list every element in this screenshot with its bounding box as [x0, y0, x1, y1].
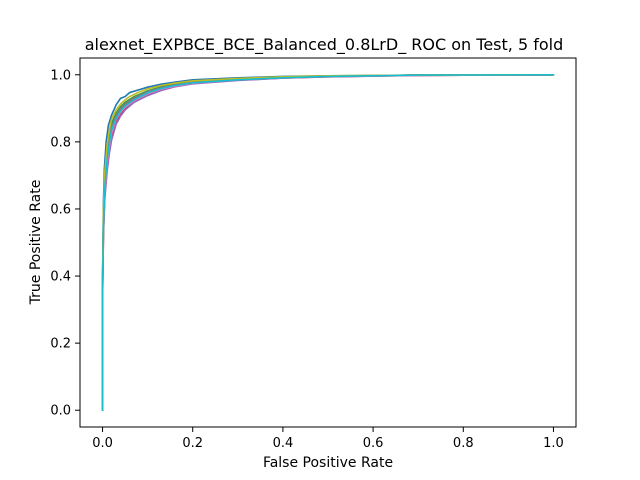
roc-curves	[101, 73, 555, 412]
y-tick-label: 0.8	[50, 135, 71, 150]
x-tick-label: 0.0	[92, 436, 113, 451]
x-tick-label: 0.4	[273, 436, 294, 451]
y-tick-label: 0.2	[50, 337, 71, 352]
x-tick-label: 0.6	[363, 436, 384, 451]
chart-title: alexnet_EXPBCE_BCE_Balanced_0.8LrD_ ROC …	[85, 35, 563, 55]
axes-border	[79, 57, 577, 428]
plot-area	[79, 57, 577, 428]
x-tick-label: 0.8	[453, 436, 474, 451]
x-tick-label: 0.2	[182, 436, 203, 451]
y-tick-label: 0.6	[50, 202, 71, 217]
y-tick-label: 0.4	[50, 270, 71, 285]
roc-curve-fold-9	[101, 73, 555, 412]
y-axis-label: True Positive Rate	[28, 180, 44, 306]
roc-curve-fold-10	[101, 73, 555, 412]
y-axis-ticks: 0.0 0.2 0.4 0.6 0.8 1.0	[50, 68, 80, 419]
x-tick-label: 1.0	[543, 436, 564, 451]
x-axis-ticks: 0.0 0.2 0.4 0.6 0.8 1.0	[92, 427, 564, 451]
axes-background	[80, 58, 576, 427]
y-tick-label: 1.0	[50, 68, 71, 83]
x-axis-label: False Positive Rate	[263, 455, 393, 471]
y-tick-label: 0.0	[50, 404, 71, 419]
